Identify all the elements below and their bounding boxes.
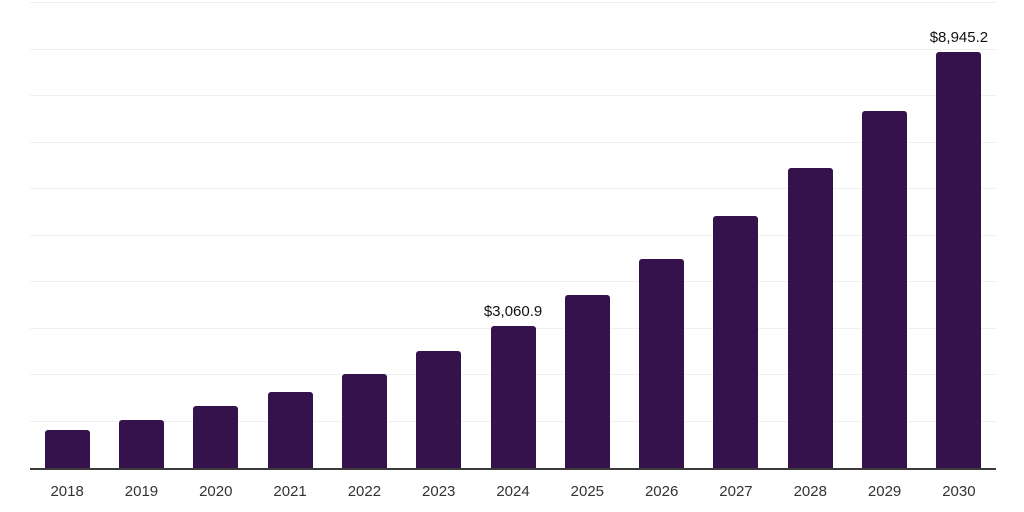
x-tick-label: 2020 [199,483,233,500]
bar-column [847,3,921,468]
bar [416,351,462,468]
x-tick-label: 2024 [496,483,530,500]
data-label: $8,945.2 [929,29,989,47]
x-tick-label: 2030 [942,483,976,500]
bar [193,406,239,468]
x-tick-label: 2027 [719,483,753,500]
plot-area: $3,060.9 $8,945.2 [30,2,996,470]
bar-column [327,3,401,468]
bar-column [773,3,847,468]
bar-column: $3,060.9 [476,3,550,468]
bar [490,325,536,468]
bar [787,167,833,468]
x-tick-label: 2021 [273,483,307,500]
bar-column [699,3,773,468]
bar [713,216,759,468]
bar [564,295,610,468]
bar [44,430,90,468]
x-tick-label: 2029 [867,483,902,500]
x-tick-label: 2019 [124,483,159,500]
bar-column [253,3,327,468]
bar [862,111,908,468]
bar [936,52,982,468]
bar-column [30,3,104,468]
bar [341,373,387,468]
x-tick-label: 2023 [422,483,456,500]
x-tick-label: 2028 [793,483,827,500]
bar-column [550,3,624,468]
bar [639,259,685,468]
x-tick-label: 2022 [347,483,382,500]
bar-column [402,3,476,468]
bar-column [625,3,699,468]
x-tick-label: 2018 [50,483,84,500]
data-label: $3,060.9 [483,302,543,320]
x-tick-label: 2025 [570,483,605,500]
bar-column: $8,945.2 [922,3,996,468]
bar-column [104,3,178,468]
x-axis: 2018 2019 2020 2021 2022 2023 2024 2025 2026 2027… [30,483,996,501]
bar-column [179,3,253,468]
bar [118,419,164,468]
x-tick-label: 2026 [644,483,679,500]
bar [267,391,313,468]
